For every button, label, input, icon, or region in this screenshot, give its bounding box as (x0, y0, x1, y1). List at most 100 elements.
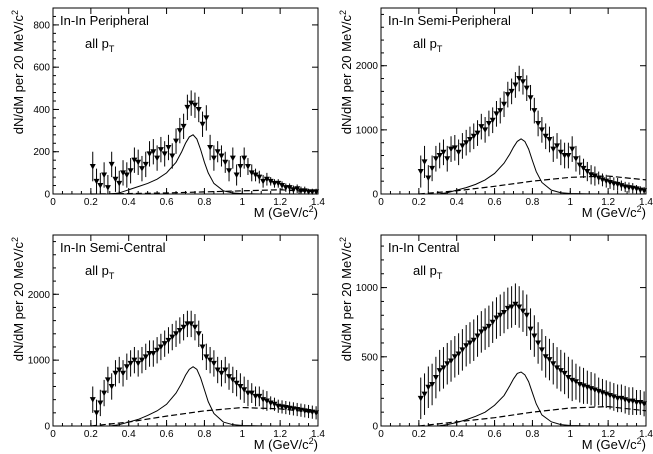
data-point (512, 301, 519, 308)
panel-title: In-In Semi-Central (60, 240, 166, 255)
xlabel-main: M (GeV/c (254, 437, 309, 452)
x-tick-label: 1 (568, 429, 574, 440)
data-point (444, 156, 451, 162)
data-point (622, 397, 629, 403)
x-tick-label: 0.8 (197, 197, 211, 208)
data-point (263, 176, 270, 183)
data-point (150, 149, 157, 155)
data-point (275, 180, 282, 187)
data-point (131, 357, 138, 364)
x-tick-label: 0.8 (197, 429, 211, 440)
subtitle-sub: T (109, 44, 115, 54)
data-point (508, 88, 515, 95)
y-tick-label: 0 (372, 422, 378, 433)
x-tick-label: 1 (568, 197, 574, 208)
data-point (538, 127, 545, 133)
data-point (252, 393, 259, 400)
y-tick-label: 0 (372, 190, 378, 201)
data-point (463, 343, 470, 349)
data-point (546, 136, 553, 143)
data-point (629, 398, 636, 405)
data-point (313, 410, 320, 416)
data-point (104, 185, 111, 191)
data-point (112, 370, 119, 377)
data-point (417, 169, 424, 175)
rho-curve (437, 371, 646, 427)
xlabel-main: M (GeV/c (582, 205, 637, 220)
data-point (516, 304, 523, 310)
data-point (142, 354, 149, 360)
data-point (489, 117, 496, 124)
data-point (229, 377, 236, 383)
data-point (176, 328, 183, 334)
data-point (501, 101, 508, 108)
data-point (603, 391, 610, 398)
data-point (286, 185, 293, 191)
data-point (184, 104, 191, 111)
background-curve (418, 406, 647, 427)
y-axis-label: dN/dM per 20 MeV/c2 (10, 10, 26, 134)
data-point (497, 108, 504, 114)
data-point (97, 183, 104, 189)
y-tick-label: 2000 (28, 290, 51, 301)
y-tick-label: 600 (33, 63, 50, 74)
x-tick-label: 0.6 (160, 197, 174, 208)
data-point (146, 351, 153, 357)
data-point (123, 172, 130, 178)
data-point (584, 169, 591, 175)
data-point (157, 344, 164, 350)
data-point (546, 357, 553, 363)
data-point (432, 375, 439, 381)
background-curve (418, 175, 647, 195)
data-point (207, 145, 214, 151)
data-point (493, 315, 500, 322)
subtitle-sub: T (437, 44, 443, 54)
data-point (580, 165, 587, 172)
data-point (527, 326, 534, 333)
x-tick-label: 1.2 (601, 197, 615, 208)
data-point (248, 170, 255, 176)
data-point (207, 357, 214, 364)
panel-subtitle: all pT (413, 263, 443, 281)
y-axis-label: dN/dM per 20 MeV/c2 (338, 10, 354, 134)
data-point (531, 333, 538, 340)
x-tick-label: 1.2 (273, 197, 287, 208)
data-point (485, 323, 492, 330)
data-point (466, 136, 473, 143)
ylabel-main: dN/dM per 20 MeV/c (339, 15, 354, 135)
data-point (432, 156, 439, 162)
data-point (188, 100, 195, 107)
data-point (595, 388, 602, 395)
data-point (173, 138, 180, 145)
data-point (508, 304, 515, 310)
data-point (519, 79, 526, 85)
data-point (436, 368, 443, 374)
y-tick-label: 1000 (28, 356, 51, 367)
data-point (199, 344, 206, 350)
data-point (218, 153, 225, 159)
data-point (263, 398, 270, 404)
data-point (142, 161, 149, 168)
xlabel-close: ) (642, 205, 646, 220)
rho-curve (109, 366, 318, 427)
data-point (463, 140, 470, 146)
data-point (116, 367, 123, 374)
data-point (474, 333, 481, 340)
x-tick-label: 0.2 (84, 429, 98, 440)
data-point (641, 188, 648, 194)
data-point (554, 143, 561, 149)
y-tick-label: 500 (361, 352, 378, 363)
data-point (210, 360, 217, 367)
data-point (214, 367, 221, 374)
data-point (610, 394, 617, 400)
panel-title: In-In Peripheral (60, 13, 149, 28)
background-curve (90, 189, 319, 195)
data-point (157, 147, 164, 153)
data-point (116, 180, 123, 187)
data-point (535, 120, 542, 127)
data-point (448, 146, 455, 153)
data-point (233, 380, 240, 387)
data-point (101, 390, 108, 397)
xlabel-close: ) (314, 437, 318, 452)
data-point (550, 146, 557, 153)
